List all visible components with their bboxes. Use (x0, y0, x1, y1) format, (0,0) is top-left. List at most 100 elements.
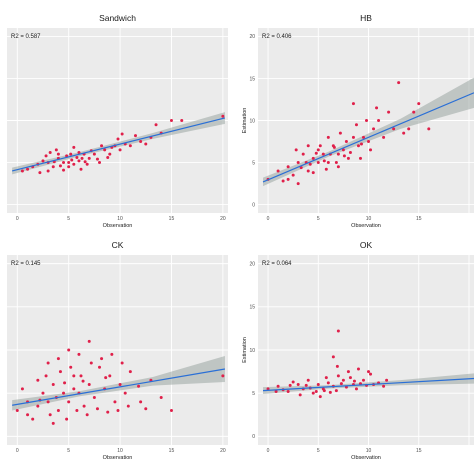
data-point (412, 110, 416, 114)
data-point (62, 168, 66, 172)
data-point (361, 135, 365, 139)
data-point (365, 119, 369, 122)
data-point (79, 374, 83, 378)
data-point (31, 417, 35, 421)
x-tick-label: 15 (169, 448, 175, 454)
data-point (67, 165, 71, 169)
data-point (304, 383, 308, 387)
data-point (336, 374, 340, 378)
data-point (67, 348, 71, 352)
data-point (276, 169, 280, 173)
data-point (286, 177, 290, 181)
data-point (385, 378, 389, 382)
r2-annotation: R2 = 0.064 (262, 261, 292, 267)
data-point (311, 391, 315, 395)
data-point (137, 384, 141, 388)
data-point (352, 379, 356, 383)
data-point (104, 376, 108, 380)
data-point (75, 408, 79, 412)
data-point (20, 387, 24, 391)
data-point (326, 135, 330, 139)
y-tick-label: 0 (252, 202, 255, 208)
x-tick-label: 20 (220, 216, 226, 222)
data-point (288, 383, 292, 387)
y-tick-label: 5 (252, 391, 255, 397)
data-point (154, 123, 158, 127)
data-point (382, 135, 386, 139)
data-point (83, 160, 87, 164)
x-tick-label: 10 (117, 448, 123, 454)
data-point (44, 374, 48, 378)
data-point (48, 413, 52, 417)
data-point (324, 167, 328, 171)
y-tick-label: 0 (252, 434, 255, 440)
r2-annotation: R2 = 0.587 (11, 34, 41, 40)
data-point (356, 144, 360, 148)
x-tick-label: 10 (117, 216, 123, 222)
data-point (402, 131, 406, 135)
data-point (427, 127, 431, 131)
data-point (359, 142, 363, 146)
panel-ck: CK R2 = 0.145 0 5 10 15 20 Observation (7, 240, 228, 461)
data-point (80, 156, 84, 160)
x-tick-label: 5 (317, 216, 320, 222)
data-point (286, 165, 290, 169)
data-point (56, 408, 60, 412)
data-point (314, 389, 318, 393)
panel-title: HB (360, 13, 372, 23)
panel-title: Sandwich (99, 13, 136, 23)
data-point (397, 81, 401, 85)
data-point (44, 154, 48, 158)
data-point (318, 144, 322, 148)
data-point (120, 132, 124, 136)
panel-sandwich: Sandwich R2 = 0.587 0 5 10 15 20 Observation (7, 13, 228, 229)
data-point (81, 379, 85, 383)
x-tick-label: 10 (366, 448, 372, 454)
data-point (36, 404, 40, 408)
data-point (72, 387, 76, 391)
data-point (126, 404, 130, 408)
y-tick-label: 10 (249, 118, 255, 124)
confidence-band (12, 112, 225, 175)
confidence-band (263, 373, 474, 395)
data-point (322, 389, 326, 393)
data-point (92, 396, 96, 399)
data-point (56, 357, 60, 361)
data-point (387, 110, 391, 114)
x-tick-label: 5 (67, 448, 70, 454)
data-point (26, 413, 30, 417)
data-point (341, 378, 345, 382)
y-tick-label: 15 (249, 305, 255, 311)
data-point (67, 400, 71, 404)
data-point (342, 154, 346, 158)
data-point (128, 144, 132, 148)
x-tick-label: 0 (267, 448, 270, 454)
data-point (266, 387, 270, 391)
data-point (324, 376, 328, 380)
data-point (369, 372, 373, 376)
data-point (372, 127, 376, 131)
data-point (299, 166, 303, 170)
data-point (296, 161, 300, 165)
data-point (106, 156, 110, 159)
data-point (103, 148, 107, 152)
data-point (87, 339, 91, 343)
panel-title: CK (112, 240, 124, 250)
data-point (118, 383, 122, 387)
data-point (332, 145, 336, 149)
data-point (100, 357, 104, 361)
data-point (72, 162, 76, 166)
x-axis-label: Observation (103, 223, 133, 229)
data-point (72, 145, 76, 149)
data-point (316, 161, 320, 165)
data-point (306, 144, 310, 148)
data-point (144, 407, 148, 411)
data-point (361, 378, 365, 382)
data-point (110, 352, 114, 356)
data-point (326, 381, 330, 385)
y-axis-label: Estimation (242, 108, 248, 134)
data-point (144, 142, 148, 146)
x-axis-label: Observation (103, 455, 133, 461)
data-point (344, 140, 348, 144)
regression-line (262, 377, 474, 392)
